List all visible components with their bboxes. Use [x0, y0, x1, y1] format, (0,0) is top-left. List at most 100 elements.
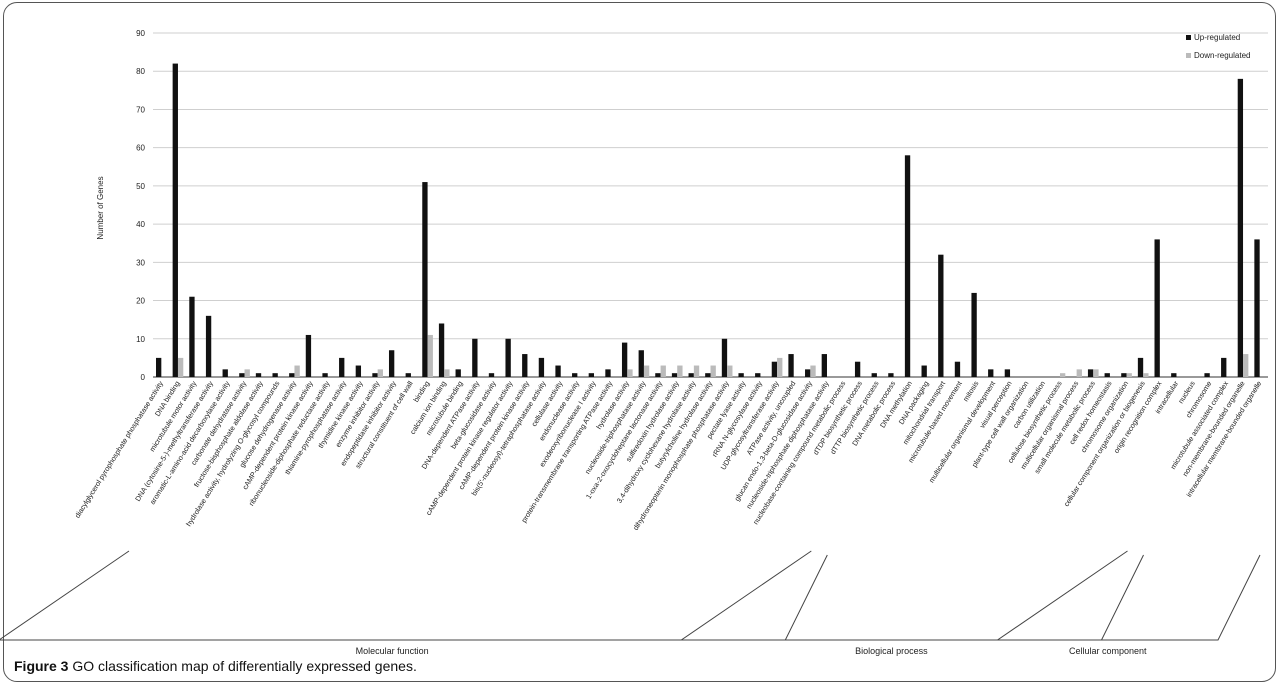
- bar-up-46: [921, 365, 927, 377]
- bar-down-31: [677, 365, 683, 377]
- bar-up-10: [322, 373, 328, 377]
- bar-up-45: [904, 155, 911, 377]
- group-label-0: Molecular function: [356, 646, 429, 656]
- bar-up-15: [405, 373, 411, 377]
- bar-up-33: [705, 373, 711, 377]
- bar-down-56: [1093, 369, 1099, 377]
- bar-down-28: [627, 369, 633, 377]
- bar-up-1: [172, 63, 178, 377]
- y-tick-label-0: 0: [141, 373, 146, 382]
- legend-label-0: Up-regulated: [1194, 33, 1240, 42]
- bar-up-27: [605, 369, 611, 377]
- bar-down-32: [693, 365, 700, 377]
- bar-up-4: [222, 369, 228, 377]
- bar-up-35: [738, 373, 744, 377]
- bar-down-17: [444, 369, 450, 377]
- bar-up-29: [638, 350, 644, 377]
- bar-up-21: [505, 338, 511, 377]
- bar-up-63: [1204, 373, 1210, 377]
- category-groups: Molecular function Biological process Cell…: [0, 550, 1261, 656]
- bar-down-59: [1143, 373, 1149, 377]
- bar-up-32: [688, 373, 694, 377]
- bar-up-18: [455, 369, 461, 377]
- bar-up-6: [255, 373, 262, 377]
- bar-up-43: [871, 373, 877, 377]
- bar-up-59: [1137, 357, 1144, 377]
- bar-up-57: [1104, 373, 1110, 377]
- figure-caption-text: GO classification map of differentially …: [72, 658, 417, 674]
- bar-up-25: [572, 373, 578, 377]
- y-tick-label-8: 80: [136, 67, 145, 76]
- y-tick-label-6: 60: [136, 144, 145, 153]
- bar-down-30: [660, 365, 666, 377]
- y-axis-label: Number of Genes: [96, 176, 105, 239]
- bar-up-24: [555, 365, 561, 377]
- bar-up-50: [988, 369, 994, 377]
- bar-down-34: [727, 365, 733, 377]
- legend: Up-regulated Down-regulated: [1186, 33, 1250, 60]
- legend-swatch-0: [1186, 35, 1191, 40]
- bar-up-36: [755, 373, 761, 377]
- bar-down-33: [710, 365, 716, 377]
- bar-up-9: [305, 334, 312, 377]
- bar-up-44: [888, 373, 894, 377]
- bar-up-12: [355, 365, 362, 377]
- bar-down-5: [244, 369, 250, 377]
- legend-swatch-1: [1186, 53, 1191, 58]
- bar-up-65: [1237, 78, 1244, 377]
- grid-lines: [153, 32, 1268, 378]
- bar-up-47: [938, 254, 944, 377]
- y-tick-label-7: 70: [136, 105, 145, 114]
- bar-down-8: [294, 365, 300, 377]
- bars: [155, 63, 1260, 377]
- bar-up-66: [1254, 239, 1260, 377]
- bar-up-64: [1221, 357, 1227, 377]
- bar-down-65: [1243, 354, 1249, 377]
- group-label-2: Cellular component: [1069, 646, 1147, 656]
- y-tick-label-9: 90: [136, 29, 145, 38]
- bar-down-37: [777, 357, 783, 377]
- y-tick-label-2: 20: [136, 297, 145, 306]
- bar-up-7: [272, 373, 278, 377]
- bar-up-8: [289, 373, 295, 377]
- y-tick-label-1: 10: [136, 335, 145, 344]
- y-tick-label-3: 30: [136, 258, 145, 267]
- bar-up-30: [655, 373, 661, 377]
- bar-down-54: [1059, 373, 1066, 377]
- bar-up-34: [721, 338, 728, 377]
- bar-up-42: [854, 361, 861, 377]
- bar-down-55: [1076, 369, 1082, 377]
- bar-up-13: [372, 373, 378, 377]
- bar-up-31: [671, 373, 678, 377]
- group-bracket-0: [0, 550, 828, 641]
- bar-down-39: [810, 365, 816, 377]
- bar-up-39: [805, 369, 811, 377]
- y-tick-label-5: 50: [136, 182, 145, 191]
- y-axis: 0 10 20 30 40 50 60 70 80 90: [136, 29, 145, 382]
- bar-up-17: [438, 323, 445, 377]
- figure-caption: Figure 3 GO classification map of differ…: [14, 658, 417, 674]
- bar-down-1: [177, 357, 184, 377]
- figure-frame: [3, 2, 1276, 682]
- legend-label-1: Down-regulated: [1194, 51, 1250, 60]
- bar-up-16: [422, 182, 428, 377]
- bar-up-49: [971, 292, 977, 377]
- bar-up-38: [788, 354, 794, 377]
- bar-up-61: [1171, 373, 1177, 377]
- bar-up-20: [488, 373, 495, 377]
- bar-up-23: [538, 357, 545, 377]
- bar-up-5: [239, 373, 245, 377]
- figure-caption-label: Figure 3: [14, 658, 69, 674]
- bar-down-58: [1126, 373, 1132, 377]
- group-bracket-2: [995, 550, 1261, 641]
- x-tick-labels: diacylglycerol pyrophosphate phosphatase…: [73, 379, 1264, 532]
- bar-down-13: [377, 369, 383, 377]
- group-label-1: Biological process: [855, 646, 928, 656]
- bar-up-58: [1121, 373, 1127, 377]
- bar-up-14: [388, 350, 395, 377]
- bar-up-26: [588, 373, 595, 377]
- bar-up-2: [189, 296, 195, 377]
- bar-up-56: [1087, 369, 1094, 377]
- bar-up-11: [339, 357, 345, 377]
